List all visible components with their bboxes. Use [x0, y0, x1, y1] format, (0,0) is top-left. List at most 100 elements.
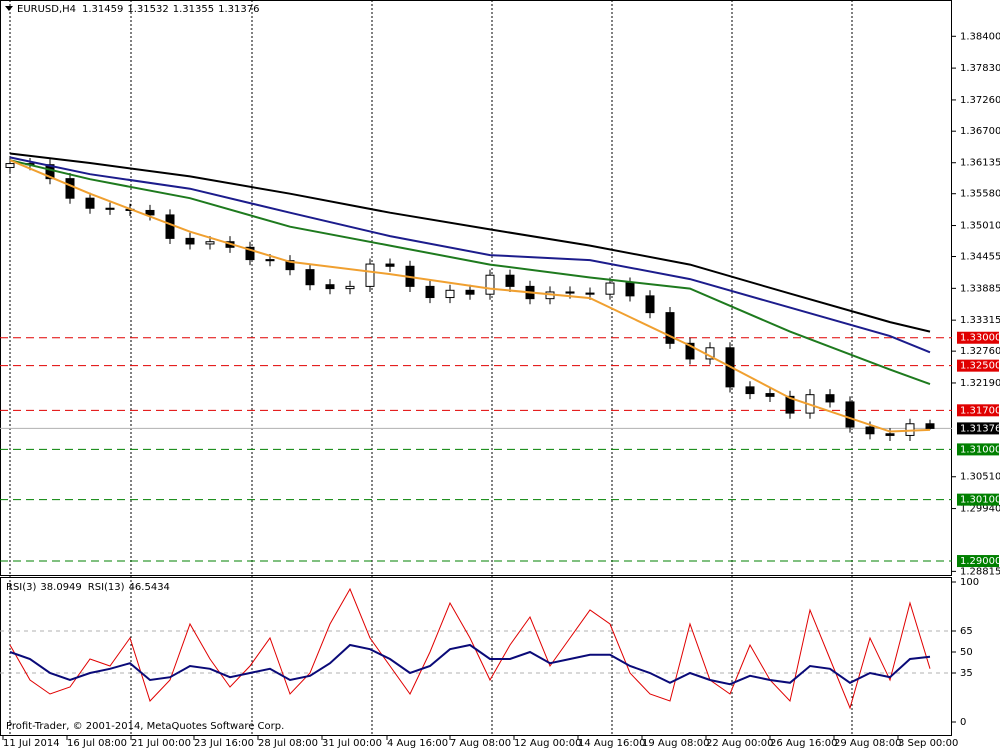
candle-body [785, 395, 795, 414]
candle-body [385, 263, 395, 267]
candle-body [185, 237, 195, 245]
low-value: 1.31355 [173, 4, 214, 15]
level-label-box [957, 443, 999, 456]
candle-body [565, 291, 575, 294]
candle-body [105, 207, 115, 210]
level-label-box [957, 493, 999, 506]
level-label: 1.30100 [960, 495, 1000, 506]
candle-body [485, 274, 495, 295]
level-label: 1.31000 [960, 444, 1000, 455]
moving-average [9, 152, 931, 333]
candle-body [345, 285, 355, 290]
rsi-line [9, 643, 931, 686]
candle-body [145, 209, 155, 216]
x-tick-label: 4 Aug 16:00 [387, 738, 448, 749]
x-tick-label: 31 Jul 00:00 [322, 738, 382, 749]
y-tick-label: 0 [960, 717, 966, 728]
moving-average [9, 159, 931, 386]
x-tick-label: 3 Sep 00:00 [898, 738, 958, 749]
y-tick-label: 1.37830 [960, 63, 1000, 74]
y-tick-label: 1.28815 [960, 566, 1000, 577]
x-tick-label: 22 Aug 00:00 [706, 738, 773, 749]
legend-value: 38.0949 [40, 582, 81, 593]
rsi-header: RSI(3) 38.0949 RSI(13) 46.5434 [6, 582, 170, 593]
x-tick-label: 28 Jul 08:00 [258, 738, 318, 749]
candle-body [925, 423, 935, 429]
candle-body [265, 259, 275, 262]
x-tick-label: 19 Aug 08:00 [642, 738, 709, 749]
x-tick-label: 14 Aug 16:00 [578, 738, 645, 749]
candle-body [685, 342, 695, 360]
candle-body [205, 241, 215, 245]
candle-body [445, 289, 455, 299]
candle-body [325, 284, 335, 290]
y-tick-label: 1.35580 [960, 189, 1000, 200]
candle-body [65, 178, 75, 199]
y-tick-label: 50 [960, 647, 973, 658]
legend-value: 46.5434 [129, 582, 170, 593]
moving-average [9, 159, 931, 433]
candle-body [845, 401, 855, 428]
candle-body [305, 269, 315, 286]
chart-header: EURUSD,H4 1.31459 1.31532 1.31355 1.31376 [17, 4, 259, 15]
level-label: 1.33000 [960, 333, 1000, 344]
rsi-line [9, 587, 931, 710]
candle-body [5, 163, 15, 168]
level-label: 1.29000 [960, 556, 1000, 567]
candle-body [745, 386, 755, 395]
y-tick-label: 1.35010 [960, 221, 1000, 232]
x-tick-label: 21 Jul 00:00 [131, 738, 191, 749]
level-label-box [957, 331, 999, 344]
menu-icon[interactable] [5, 6, 13, 11]
close-value: 1.31376 [218, 4, 259, 15]
y-tick-label: 1.29940 [960, 504, 1000, 515]
y-tick-label: 1.34455 [960, 252, 1000, 263]
candle-body [885, 433, 895, 436]
candle-body [165, 214, 175, 239]
candle-body [425, 285, 435, 299]
candle-body [865, 426, 875, 435]
main-frame [0, 0, 952, 576]
y-tick-label: 100 [960, 577, 979, 588]
legend-label: RSI(3) [6, 582, 37, 593]
candle-body [85, 197, 95, 209]
copyright: Profit-Trader, © 2001-2014, MetaQuotes S… [6, 721, 284, 732]
open-value: 1.31459 [82, 4, 123, 15]
level-label-box [957, 555, 999, 568]
x-tick-label: 23 Jul 16:00 [194, 738, 254, 749]
y-tick-label: 35 [960, 668, 973, 679]
y-tick-label: 1.30510 [960, 472, 1000, 483]
candle-body [585, 292, 595, 295]
y-tick-label: 1.33315 [960, 315, 1000, 326]
y-tick-label: 1.37260 [960, 95, 1000, 106]
y-tick-label: 1.32190 [960, 378, 1000, 389]
candle-body [825, 394, 835, 403]
x-tick-label: 7 Aug 08:00 [450, 738, 511, 749]
current-price-label: 1.31376 [960, 423, 1000, 434]
y-tick-label: 1.36135 [960, 158, 1000, 169]
level-label-box [957, 404, 999, 417]
candle-body [765, 393, 775, 397]
level-label: 1.32500 [960, 361, 1000, 372]
candle-body [645, 295, 655, 314]
candle-body [605, 282, 615, 295]
chart-title: EURUSD,H4 [17, 4, 76, 15]
rsi-frame [0, 577, 952, 736]
candle-body [465, 289, 475, 295]
candle-body [285, 260, 295, 271]
x-tick-label: 26 Aug 16:00 [770, 738, 837, 749]
candle-body [625, 282, 635, 297]
candle-body [505, 274, 515, 287]
candle-body [245, 246, 255, 261]
y-tick-label: 1.38400 [960, 31, 1000, 42]
level-label: 1.31700 [960, 405, 1000, 416]
y-tick-label: 65 [960, 626, 973, 637]
x-tick-label: 16 Jul 08:00 [67, 738, 127, 749]
x-tick-label: 29 Aug 08:00 [834, 738, 901, 749]
candle-body [365, 263, 375, 287]
level-label-box [957, 359, 999, 372]
y-tick-label: 1.32760 [960, 346, 1000, 357]
current-price-box [957, 422, 999, 435]
